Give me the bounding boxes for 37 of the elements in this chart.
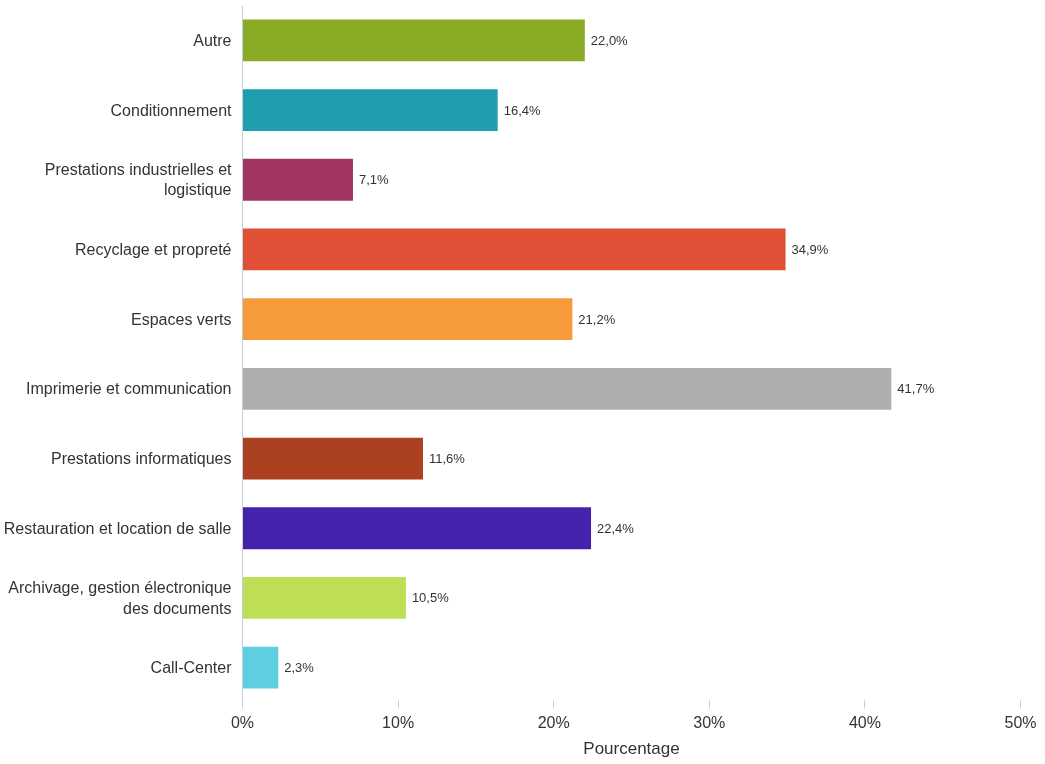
bar bbox=[242, 19, 585, 62]
y-tick-label: Conditionnement bbox=[110, 101, 233, 119]
bar bbox=[242, 577, 406, 619]
y-tick-label: Imprimerie et communication bbox=[26, 380, 232, 398]
y-tick-label: Espaces verts bbox=[131, 310, 232, 328]
data-label: 21,2% bbox=[578, 311, 616, 327]
bar bbox=[242, 89, 498, 131]
data-label: 7,1% bbox=[358, 172, 390, 188]
x-tick-label: 20% bbox=[537, 713, 570, 731]
x-tick-label: 50% bbox=[1004, 713, 1037, 731]
y-tick-label: Recyclage et propreté bbox=[74, 240, 232, 258]
data-label: 22,4% bbox=[597, 520, 635, 536]
bar bbox=[242, 646, 279, 689]
bar bbox=[242, 298, 573, 341]
x-tick-label: 10% bbox=[382, 713, 415, 731]
data-label: 41,7% bbox=[897, 381, 935, 397]
x-tick-label: 40% bbox=[848, 713, 881, 731]
x-axis-title: Pourcentage bbox=[583, 738, 680, 758]
bar bbox=[242, 507, 592, 550]
bar bbox=[242, 437, 423, 480]
y-tick-label: Call-Center bbox=[150, 659, 233, 677]
data-label: 2,3% bbox=[284, 660, 315, 676]
y-tick-label: Archivage, gestion électronique des documents bbox=[8, 579, 232, 617]
data-label: 11,6% bbox=[429, 451, 466, 467]
x-tick-label: 30% bbox=[693, 713, 726, 731]
y-tick-label: Restauration et location de salle bbox=[3, 519, 232, 537]
data-label: 16,4% bbox=[503, 102, 541, 118]
data-label: 34,9% bbox=[791, 241, 829, 257]
y-tick-label: Prestations informatiques bbox=[50, 450, 232, 468]
data-label: 22,0% bbox=[590, 32, 629, 48]
bar bbox=[242, 228, 786, 271]
y-tick-label: Prestations industrielles et logistique bbox=[44, 161, 233, 199]
y-tick-label: Autre bbox=[193, 31, 232, 49]
bar bbox=[242, 367, 892, 410]
x-tick-label: 0% bbox=[230, 713, 255, 731]
data-label: 10,5% bbox=[411, 590, 450, 606]
bar bbox=[242, 158, 353, 201]
